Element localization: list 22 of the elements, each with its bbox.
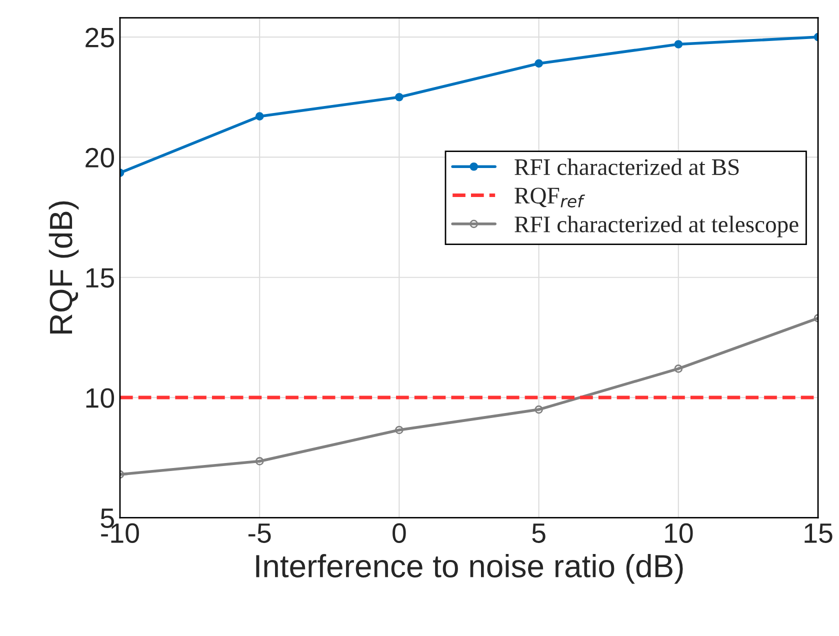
point xyxy=(674,40,683,48)
point xyxy=(674,364,683,373)
legend-label: RFI characterized at BS xyxy=(514,158,739,176)
x-axis-title: Interference to noise ratio (dB) xyxy=(256,554,683,584)
point xyxy=(255,112,264,121)
y-tick-label: 10 xyxy=(86,388,114,408)
point xyxy=(534,59,543,68)
point xyxy=(255,457,264,466)
point xyxy=(534,405,543,414)
x-tick-label: 0 xyxy=(392,523,406,543)
x-tick-label: -5 xyxy=(248,524,271,543)
y-tick-label: 15 xyxy=(86,268,114,288)
legend-label: RFI characterized at telescope xyxy=(514,216,798,238)
y-tick-label: 20 xyxy=(86,148,114,168)
y-tick-label: 25 xyxy=(86,28,114,48)
x-tick-label: 10 xyxy=(665,523,693,543)
x-tick-label: 15 xyxy=(804,524,832,543)
point xyxy=(395,92,404,102)
y-axis-title: RQF (dB) xyxy=(48,201,79,334)
point xyxy=(395,426,404,434)
legend-label: RQF$_{ref}$ xyxy=(514,188,585,208)
x-tick-label: 5 xyxy=(532,524,546,543)
